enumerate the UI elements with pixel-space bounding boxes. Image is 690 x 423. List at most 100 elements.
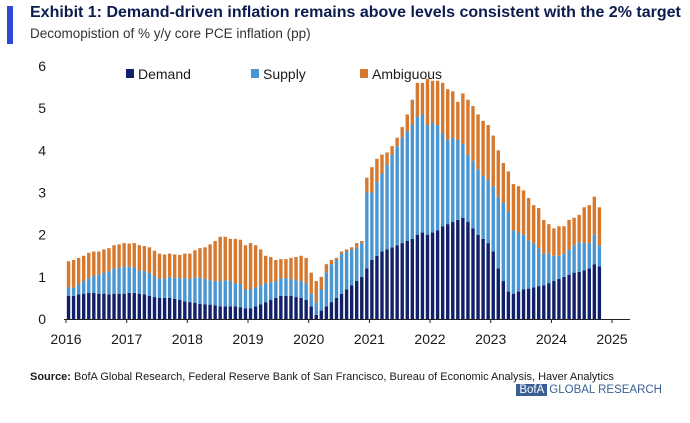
legend-swatch-demand bbox=[126, 69, 134, 78]
source-label: Source: bbox=[30, 371, 71, 383]
bar-supply-54 bbox=[339, 253, 344, 294]
bar-demand-4 bbox=[87, 292, 91, 319]
bar-supply-6 bbox=[97, 274, 101, 294]
bar-ambiguous-12 bbox=[127, 243, 131, 267]
bar-supply-52 bbox=[329, 264, 334, 303]
bar-ambiguous-31 bbox=[223, 236, 227, 281]
bar-demand-53 bbox=[334, 297, 339, 319]
bar-demand-24 bbox=[188, 302, 192, 319]
bar-ambiguous-29 bbox=[213, 240, 217, 282]
bar-demand-3 bbox=[82, 293, 86, 319]
bar-demand-93 bbox=[537, 286, 541, 319]
bar-supply-9 bbox=[112, 268, 116, 294]
bar-supply-4 bbox=[87, 278, 91, 293]
x-tick-label-2024: 2024 bbox=[536, 331, 567, 347]
bar-supply-36 bbox=[248, 289, 253, 309]
bar-supply-77 bbox=[456, 139, 460, 220]
bar-ambiguous-83 bbox=[486, 125, 490, 180]
bar-supply-69 bbox=[415, 116, 420, 235]
bar-demand-72 bbox=[430, 232, 435, 319]
bar-supply-92 bbox=[531, 243, 536, 288]
bar-ambiguous-101 bbox=[577, 214, 581, 243]
bars-layer bbox=[66, 78, 602, 320]
bar-demand-103 bbox=[587, 268, 591, 319]
bar-demand-25 bbox=[193, 302, 197, 319]
bar-ambiguous-2 bbox=[76, 257, 81, 284]
bar-demand-95 bbox=[547, 283, 551, 319]
bar-ambiguous-5 bbox=[92, 251, 96, 276]
bar-ambiguous-25 bbox=[193, 250, 197, 278]
bar-demand-16 bbox=[147, 295, 152, 319]
bar-ambiguous-40 bbox=[269, 257, 273, 283]
bar-ambiguous-7 bbox=[102, 249, 106, 273]
bar-ambiguous-15 bbox=[142, 246, 147, 272]
bar-supply-58 bbox=[360, 243, 364, 277]
bar-ambiguous-93 bbox=[537, 208, 541, 249]
bar-supply-70 bbox=[420, 114, 425, 233]
bar-ambiguous-47 bbox=[304, 257, 308, 284]
bar-ambiguous-42 bbox=[279, 259, 283, 279]
bar-demand-58 bbox=[360, 276, 364, 319]
bar-ambiguous-53 bbox=[334, 257, 339, 260]
bar-demand-1 bbox=[71, 295, 76, 319]
bar-supply-23 bbox=[183, 278, 187, 302]
bar-supply-3 bbox=[82, 281, 86, 294]
y-axis-ticks: 0 1 2 3 4 5 6 bbox=[38, 58, 46, 327]
bar-supply-74 bbox=[440, 133, 445, 227]
bar-demand-34 bbox=[238, 307, 243, 319]
bar-ambiguous-0 bbox=[66, 261, 71, 288]
bar-demand-13 bbox=[132, 292, 136, 319]
bar-demand-84 bbox=[491, 251, 495, 319]
bar-ambiguous-72 bbox=[430, 80, 435, 123]
bar-ambiguous-48 bbox=[309, 272, 313, 294]
bar-supply-99 bbox=[567, 249, 571, 275]
bar-demand-42 bbox=[279, 295, 283, 319]
bar-ambiguous-26 bbox=[198, 248, 202, 278]
bar-demand-105 bbox=[597, 266, 602, 319]
bar-supply-103 bbox=[587, 243, 591, 269]
x-tick-label-2025: 2025 bbox=[596, 331, 627, 347]
bar-supply-12 bbox=[127, 266, 131, 293]
y-tick-label-0: 0 bbox=[38, 311, 46, 327]
y-tick-label-4: 4 bbox=[38, 142, 46, 158]
bar-ambiguous-34 bbox=[238, 239, 243, 285]
bar-ambiguous-79 bbox=[466, 99, 470, 155]
bar-supply-68 bbox=[410, 125, 415, 239]
bar-demand-35 bbox=[243, 308, 248, 319]
bar-demand-96 bbox=[552, 281, 556, 319]
bar-supply-27 bbox=[203, 278, 207, 305]
bar-ambiguous-3 bbox=[82, 255, 86, 282]
bar-demand-37 bbox=[253, 306, 258, 319]
brand-rest: GLOBAL RESEARCH bbox=[549, 384, 662, 396]
bar-demand-98 bbox=[562, 276, 566, 319]
bar-ambiguous-61 bbox=[375, 158, 379, 182]
bar-supply-67 bbox=[405, 131, 409, 241]
bar-ambiguous-55 bbox=[344, 249, 349, 252]
x-tick-label-2017: 2017 bbox=[111, 331, 142, 347]
bar-ambiguous-82 bbox=[481, 120, 485, 176]
bar-demand-59 bbox=[365, 268, 369, 319]
bar-ambiguous-77 bbox=[456, 101, 460, 140]
bar-ambiguous-24 bbox=[188, 253, 192, 279]
bar-supply-51 bbox=[324, 272, 329, 307]
bar-ambiguous-44 bbox=[289, 257, 293, 279]
bar-supply-38 bbox=[258, 285, 263, 305]
bar-supply-72 bbox=[430, 122, 435, 233]
bar-supply-100 bbox=[572, 245, 576, 273]
bar-demand-92 bbox=[531, 287, 536, 320]
bar-supply-50 bbox=[319, 289, 324, 311]
bar-demand-32 bbox=[228, 306, 233, 319]
bar-demand-76 bbox=[451, 222, 455, 319]
bar-supply-17 bbox=[152, 275, 157, 298]
bar-demand-51 bbox=[324, 306, 329, 319]
bar-ambiguous-38 bbox=[258, 249, 263, 286]
bar-demand-85 bbox=[496, 268, 500, 319]
bar-supply-64 bbox=[390, 154, 394, 248]
bar-demand-88 bbox=[511, 293, 516, 319]
bar-supply-81 bbox=[476, 169, 480, 235]
bar-ambiguous-102 bbox=[582, 207, 586, 244]
bar-ambiguous-21 bbox=[173, 254, 177, 278]
bar-ambiguous-17 bbox=[152, 250, 157, 276]
bar-supply-78 bbox=[461, 144, 465, 218]
bar-ambiguous-90 bbox=[521, 190, 526, 235]
